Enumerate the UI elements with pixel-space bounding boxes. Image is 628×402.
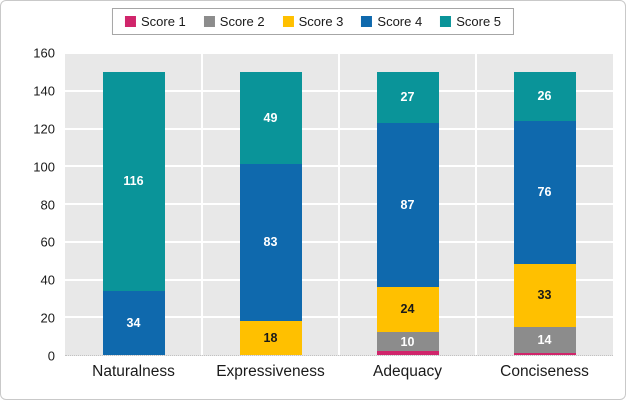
y-tick-label: 160 xyxy=(33,45,55,61)
bar-value-label: 10 xyxy=(400,334,415,349)
plot-area: 116 34 49 83 18 27 87 24 10 26 76 33 14 xyxy=(65,52,613,356)
legend-item-3: Score 3 xyxy=(282,14,344,29)
bar-value-label: 76 xyxy=(537,185,552,200)
bar-value-label: 33 xyxy=(537,288,552,303)
bar-value-label: 18 xyxy=(263,330,278,345)
bar-value-label: 34 xyxy=(126,315,141,330)
bar-value-label: 87 xyxy=(400,197,415,212)
bar-segment-score-2: 14 xyxy=(513,326,576,354)
bar-segment-score-4: 34 xyxy=(102,290,165,355)
legend-swatch-icon xyxy=(282,16,294,27)
bar-cell-adequacy: 27 87 24 10 xyxy=(339,53,476,355)
legend-swatch-icon xyxy=(124,16,136,27)
bar-cell-expressiveness: 49 83 18 xyxy=(202,53,339,355)
stacked-bar-conciseness: 26 76 33 14 xyxy=(513,53,576,355)
category-separator xyxy=(201,53,203,355)
bar-value-label: 83 xyxy=(263,235,278,250)
bar-value-label: 14 xyxy=(537,332,552,347)
bar-segment-score-5: 116 xyxy=(102,71,165,291)
stacked-bar-naturalness: 116 34 xyxy=(102,53,165,355)
bar-segment-score-2: 10 xyxy=(376,332,439,352)
bar-value-label: 26 xyxy=(537,89,552,104)
legend-item-1: Score 1 xyxy=(124,14,186,29)
legend-item-4: Score 4 xyxy=(361,14,422,29)
stacked-bar-adequacy: 27 87 24 10 xyxy=(376,53,439,355)
bar-segment-score-5: 49 xyxy=(239,71,302,165)
category-label-adequacy: Adequacy xyxy=(373,363,442,380)
bar-cell-naturalness: 116 34 xyxy=(65,53,202,355)
y-tick-label: 100 xyxy=(33,159,55,175)
y-tick-label: 80 xyxy=(40,197,55,212)
bar-value-label: 27 xyxy=(400,90,415,105)
y-tick-label: 120 xyxy=(33,121,55,137)
bar-segment-score-4: 76 xyxy=(513,120,576,265)
legend-swatch-icon xyxy=(440,16,452,27)
chart-legend: Score 1 Score 2 Score 3 Score 4 Score 5 xyxy=(111,8,515,35)
legend-label: Score 1 xyxy=(140,14,186,29)
bar-value-label: 116 xyxy=(123,174,144,189)
legend-label: Score 3 xyxy=(298,14,344,29)
bar-value-label: 49 xyxy=(263,110,278,125)
legend-label: Score 4 xyxy=(377,14,423,29)
bar-segment-score-3: 18 xyxy=(239,321,302,355)
bar-segment-score-4: 87 xyxy=(376,122,439,288)
category-label-expressiveness: Expressiveness xyxy=(216,363,325,380)
y-axis: 0 20 40 60 80 100 120 140 160 xyxy=(1,47,59,363)
x-axis: Naturalness Expressiveness Adequacy Concise… xyxy=(65,363,613,382)
bar-segment-score-5: 27 xyxy=(376,71,439,123)
category-label-conciseness: Conciseness xyxy=(500,363,589,380)
bar-segment-score-3: 24 xyxy=(376,287,439,333)
bar-segment-score-1 xyxy=(513,353,576,355)
y-tick-label: 60 xyxy=(40,234,55,250)
y-tick-label: 140 xyxy=(33,83,55,99)
legend-item-2: Score 2 xyxy=(203,14,265,29)
legend-swatch-icon xyxy=(361,16,373,27)
category-separator xyxy=(338,53,340,355)
legend-label: Score 5 xyxy=(456,14,502,29)
legend-label: Score 2 xyxy=(219,14,265,29)
y-tick-label: 40 xyxy=(40,272,55,288)
legend-item-5: Score 5 xyxy=(440,14,501,29)
bar-segment-score-3: 33 xyxy=(513,264,576,327)
stacked-bar-expressiveness: 49 83 18 xyxy=(239,53,302,355)
bar-segment-score-4: 83 xyxy=(239,164,302,322)
category-separator xyxy=(475,53,477,355)
bar-segment-score-1 xyxy=(376,351,439,355)
category-label-naturalness: Naturalness xyxy=(92,363,175,380)
y-tick-label: 20 xyxy=(40,310,55,326)
bar-cell-conciseness: 26 76 33 14 xyxy=(476,53,613,355)
legend-swatch-icon xyxy=(203,16,215,27)
bar-value-label: 24 xyxy=(400,302,415,317)
bars-row: 116 34 49 83 18 27 87 24 10 26 76 33 14 xyxy=(65,53,613,355)
bar-segment-score-5: 26 xyxy=(513,71,576,121)
y-tick-label: 0 xyxy=(47,348,55,364)
